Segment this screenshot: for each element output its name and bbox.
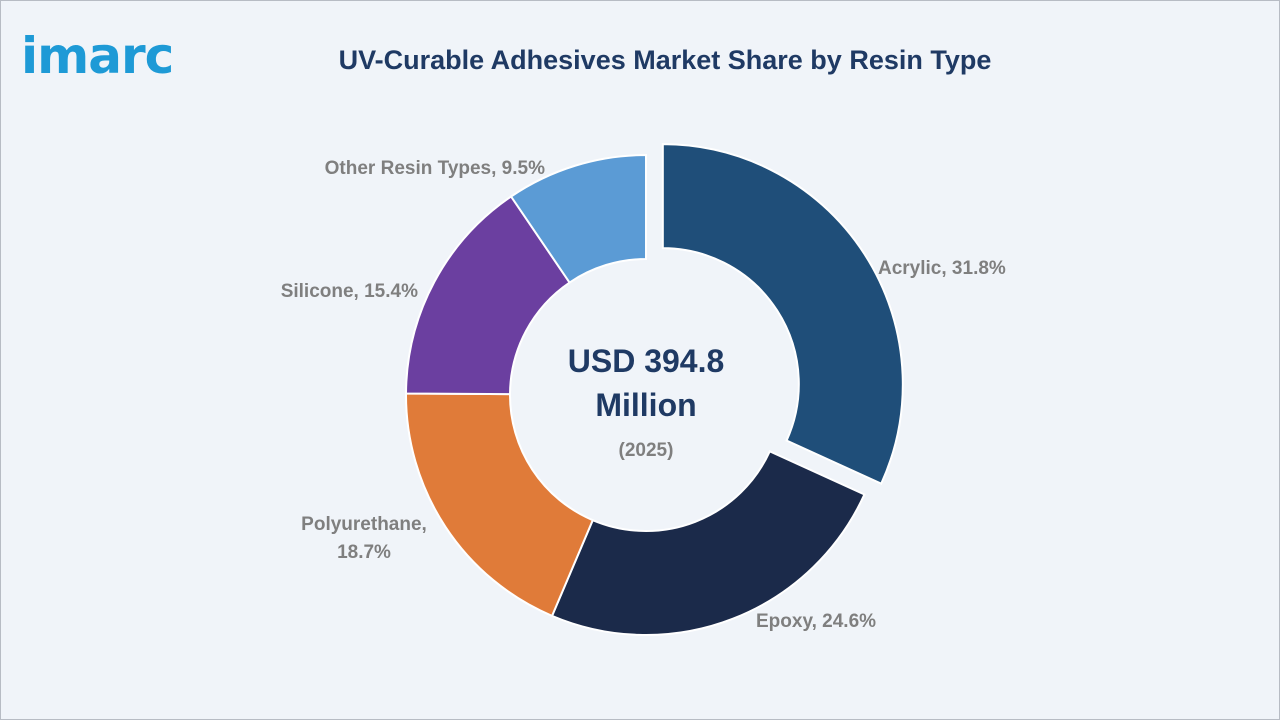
slice-label-polyurethane: Polyurethane, 18.7% — [301, 514, 427, 563]
slice-label-acrylic: Acrylic, 31.8% — [878, 258, 1006, 279]
center-year: (2025) — [619, 440, 674, 461]
donut-slices — [404, 143, 904, 636]
donut-slice-polyurethane — [404, 392, 595, 618]
center-value-line1: USD 394.8 — [568, 343, 725, 379]
slice-label-epoxy: Epoxy, 24.6% — [756, 611, 876, 632]
slice-label-other-resin-types: Other Resin Types, 9.5% — [325, 158, 545, 179]
chart-title: UV-Curable Adhesives Market Share by Res… — [338, 45, 992, 75]
imarc-logo: imarc — [21, 27, 174, 85]
donut-slice-acrylic — [661, 143, 904, 485]
center-value-line2: Million — [595, 387, 696, 423]
donut-slice-other-resin-types — [509, 153, 647, 284]
slice-labels: Acrylic, 31.8% Epoxy, 24.6% Polyurethane, 1… — [281, 158, 1006, 632]
slice-label-silicone: Silicone, 15.4% — [281, 281, 418, 302]
donut-slice-epoxy — [550, 450, 866, 636]
